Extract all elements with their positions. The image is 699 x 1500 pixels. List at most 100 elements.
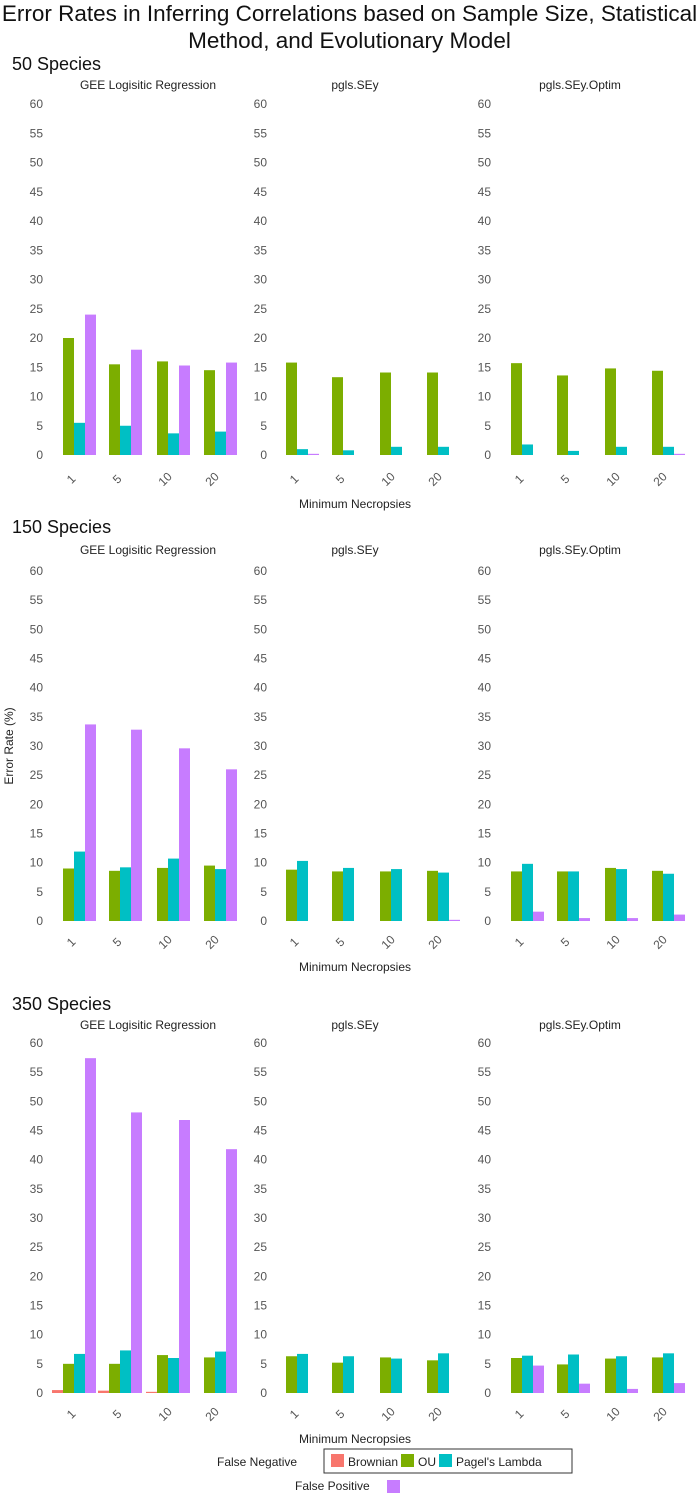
- bar-pagel-s-lambda-5: [343, 867, 354, 921]
- panel-label-0: 50 Species: [12, 54, 101, 74]
- y-tick-label: 55: [254, 126, 268, 140]
- bar-false-positive-20: [226, 362, 237, 455]
- bar-false-positive-1: [85, 724, 96, 921]
- bar-pagel-s-lambda-5: [120, 867, 131, 921]
- bar-ou-10: [157, 1355, 168, 1393]
- y-tick-label: 5: [36, 1357, 43, 1371]
- y-tick-label: 10: [254, 390, 268, 404]
- legend-label-ou: OU: [418, 1455, 436, 1469]
- x-tick-label: 5: [110, 472, 125, 487]
- y-tick-label: 45: [30, 652, 44, 666]
- y-tick-label: 45: [30, 1124, 44, 1138]
- bar-pagel-s-lambda-20: [215, 1351, 226, 1393]
- bar-pagel-s-lambda-5: [120, 1350, 131, 1393]
- bar-pagel-s-lambda-1: [522, 444, 533, 455]
- y-tick-label: 55: [478, 1065, 492, 1079]
- x-tick-label: 5: [333, 1407, 348, 1422]
- bar-false-positive-20: [226, 769, 237, 921]
- x-axis-title: Minimum Necropsies: [299, 497, 411, 511]
- bar-pagel-s-lambda-1: [74, 422, 85, 455]
- y-tick-label: 60: [254, 564, 268, 578]
- x-tick-label: 10: [155, 469, 175, 489]
- x-tick-label: 1: [287, 1407, 302, 1422]
- y-tick-label: 35: [30, 1182, 44, 1196]
- y-tick-label: 25: [30, 302, 44, 316]
- y-tick-label: 50: [478, 156, 492, 170]
- chart-title-line-2: Method, and Evolutionary Model: [188, 28, 511, 53]
- x-axis-title: Minimum Necropsies: [299, 960, 411, 974]
- x-tick-label: 10: [378, 469, 398, 489]
- x-tick-label: 5: [110, 935, 125, 950]
- bar-pagel-s-lambda-20: [215, 431, 226, 455]
- bar-ou-5: [332, 377, 343, 455]
- bar-ou-20: [204, 370, 215, 455]
- x-tick-label: 5: [558, 935, 573, 950]
- bar-false-positive-10: [627, 918, 638, 921]
- bar-pagel-s-lambda-10: [391, 446, 402, 455]
- bar-false-positive-10: [179, 748, 190, 921]
- y-tick-label: 5: [260, 1357, 267, 1371]
- x-tick-label: 1: [64, 935, 79, 950]
- y-tick-label: 25: [254, 768, 268, 782]
- y-tick-label: 35: [254, 243, 268, 257]
- y-tick-label: 40: [478, 681, 492, 695]
- y-tick-label: 15: [478, 1299, 492, 1313]
- bar-ou-1: [511, 871, 522, 921]
- y-tick-label: 10: [254, 1328, 268, 1342]
- y-tick-label: 40: [254, 214, 268, 228]
- y-tick-label: 15: [254, 1299, 268, 1313]
- y-tick-label: 30: [30, 1211, 44, 1225]
- y-tick-label: 25: [30, 768, 44, 782]
- y-tick-label: 40: [478, 1153, 492, 1167]
- facet-title: pgls.SEy.Optim: [539, 543, 621, 557]
- chart-title: Error Rates in Inferring Correlations ba…: [0, 0, 699, 54]
- y-tick-label: 20: [30, 797, 44, 811]
- facet-title: GEE Logisitic Regression: [80, 543, 216, 557]
- y-tick-label: 55: [30, 126, 44, 140]
- y-tick-label: 40: [30, 214, 44, 228]
- y-tick-label: 35: [478, 243, 492, 257]
- bar-ou-20: [427, 372, 438, 455]
- legend-swatch-brownian: [331, 1454, 344, 1467]
- bar-ou-10: [380, 871, 391, 921]
- x-tick-label: 10: [603, 932, 623, 952]
- bar-ou-20: [427, 1360, 438, 1393]
- bar-ou-1: [286, 362, 297, 455]
- bar-ou-20: [652, 870, 663, 921]
- bar-false-positive-5: [131, 1112, 142, 1393]
- y-tick-label: 25: [478, 1240, 492, 1254]
- facet-title: pgls.SEy.Optim: [539, 78, 621, 92]
- bar-ou-20: [204, 1357, 215, 1393]
- bar-pagel-s-lambda-1: [297, 860, 308, 921]
- x-tick-label: 20: [650, 1404, 670, 1424]
- panel-label-2: 350 Species: [12, 994, 111, 1014]
- x-tick-label: 10: [155, 1404, 175, 1424]
- y-tick-label: 50: [254, 1094, 268, 1108]
- bar-ou-10: [605, 1358, 616, 1393]
- y-tick-label: 55: [478, 126, 492, 140]
- bar-ou-5: [557, 871, 568, 921]
- bar-brownian-1: [52, 1390, 63, 1393]
- bar-brownian-5: [98, 1390, 109, 1393]
- y-tick-label: 5: [484, 1357, 491, 1371]
- y-tick-label: 60: [254, 1036, 268, 1050]
- y-tick-label: 50: [30, 1094, 44, 1108]
- y-tick-label: 30: [254, 273, 268, 287]
- bar-pagel-s-lambda-1: [522, 1355, 533, 1393]
- legend-swatch-pagel-s-lambda: [439, 1454, 452, 1467]
- bar-false-positive-20: [674, 453, 685, 455]
- bar-ou-5: [557, 1364, 568, 1393]
- chart-title-line-1: Error Rates in Inferring Correlations ba…: [1, 1, 698, 26]
- x-tick-label: 1: [64, 472, 79, 487]
- y-tick-label: 0: [36, 448, 43, 462]
- y-tick-label: 60: [478, 1036, 492, 1050]
- bar-ou-5: [557, 375, 568, 455]
- y-tick-label: 5: [36, 419, 43, 433]
- bar-false-positive-10: [179, 1120, 190, 1393]
- bar-ou-5: [332, 871, 343, 921]
- bar-pagel-s-lambda-1: [297, 1353, 308, 1393]
- y-tick-label: 20: [30, 1269, 44, 1283]
- bar-ou-20: [204, 865, 215, 921]
- y-tick-label: 35: [30, 710, 44, 724]
- y-tick-label: 45: [254, 185, 268, 199]
